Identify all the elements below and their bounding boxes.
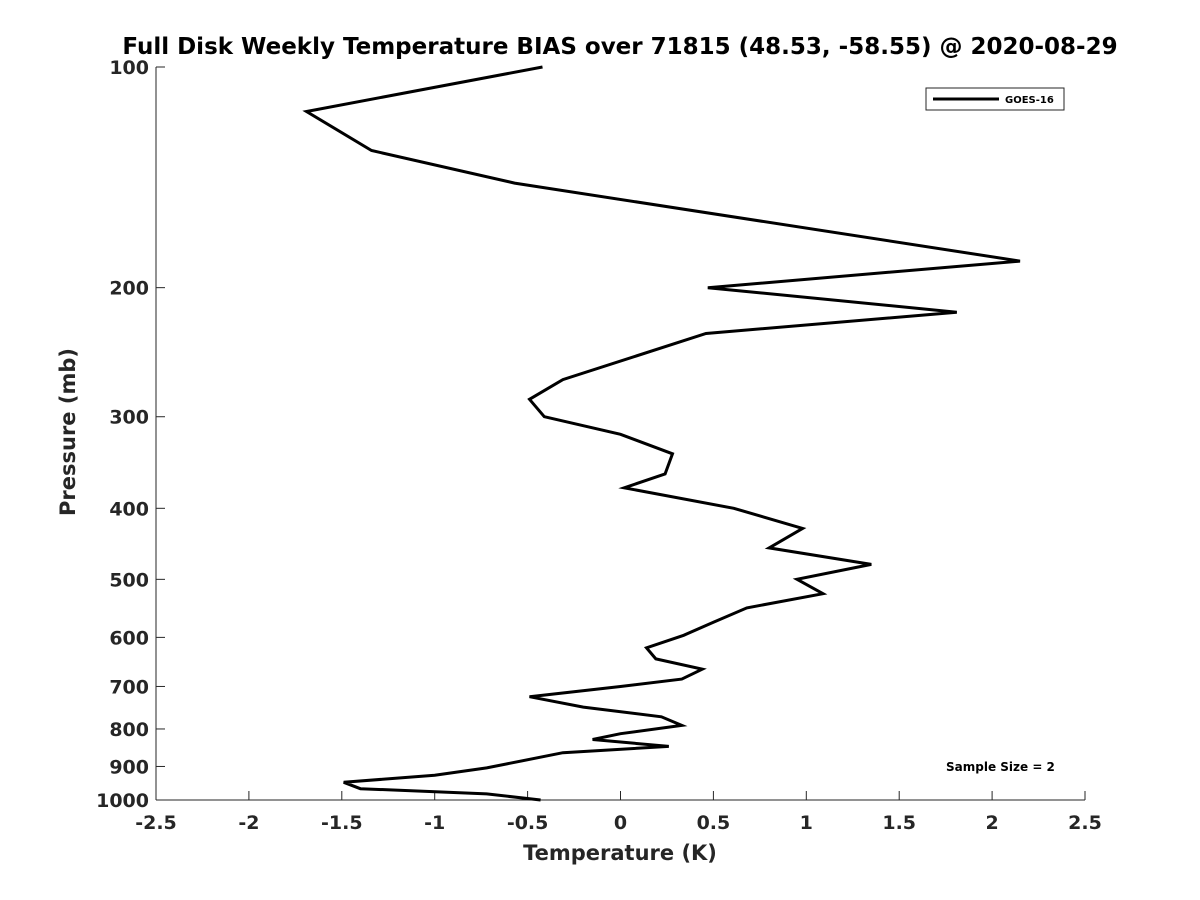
chart-title: Full Disk Weekly Temperature BIAS over 7… [122,34,1117,60]
legend: GOES-16 [925,87,1065,111]
x-axis-label: Temperature (K) [523,841,717,865]
sample-size-annotation: Sample Size = 2 [946,760,1055,774]
y-tick-label: 400 [109,498,149,520]
y-tick-label: 300 [109,407,149,429]
x-tick-label: 2 [985,812,998,834]
x-tick-label: -2.5 [135,812,177,834]
y-tick-label: 800 [109,719,149,741]
x-tick-label: 1 [800,812,813,834]
y-tick-label: 200 [109,278,149,300]
y-tick-label: 900 [109,756,149,778]
x-tick-label: 0 [614,812,627,834]
y-axis-label: Pressure (mb) [56,348,80,516]
y-tick-label: 500 [109,569,149,591]
x-tick-label: 1.5 [882,812,916,834]
legend-entry-label: GOES-16 [1005,95,1054,106]
series-line-goes-16 [302,65,1021,802]
x-tick-label: -1.5 [321,812,363,834]
y-tick-label: 600 [109,627,149,649]
y-tick-label: 1000 [96,790,149,812]
x-tick-label: -2 [238,812,259,834]
x-tick-label: 0.5 [697,812,731,834]
y-tick-label: 700 [109,676,149,698]
x-tick-label: -0.5 [507,812,549,834]
series-layer [302,65,1021,802]
x-tick-label: -1 [424,812,445,834]
x-tick-label: 2.5 [1068,812,1102,834]
ticks: -2.5 -2 -1.5 -1 -0.5 0 0.5 1 1.5 2 2.5 100 200 300 400… [96,57,1102,834]
y-tick-label: 100 [109,57,149,79]
